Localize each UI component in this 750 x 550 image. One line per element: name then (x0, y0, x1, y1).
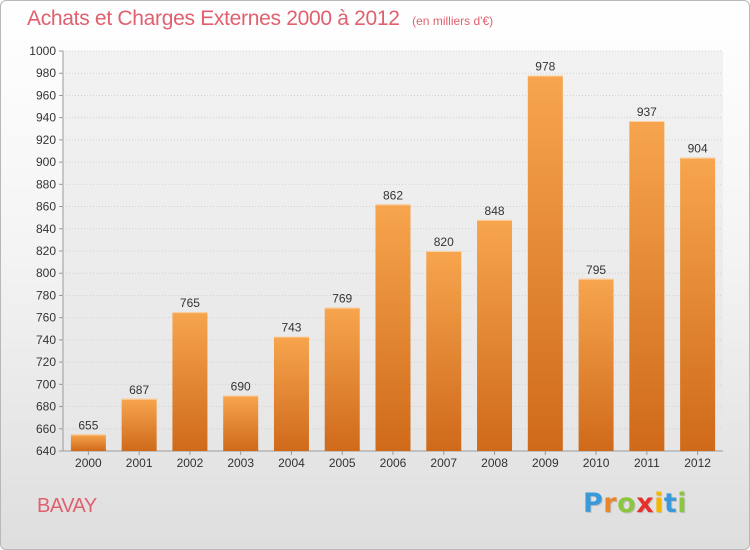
y-tick-label: 780 (36, 288, 56, 302)
y-tick-label: 880 (36, 177, 56, 191)
x-tick-label: 2011 (634, 456, 660, 470)
y-tick-label: 740 (36, 333, 56, 347)
title-row: Achats et Charges Externes 2000 à 2012 (… (27, 7, 493, 31)
bar (680, 157, 716, 451)
bar (121, 398, 157, 451)
y-tick-label: 800 (36, 266, 56, 280)
x-tick-label: 2009 (532, 456, 559, 470)
bar (70, 434, 106, 451)
proxiti-logo: Proxiti (583, 488, 687, 519)
bar (477, 219, 513, 451)
data-label: 687 (129, 383, 149, 397)
y-tick-label: 840 (36, 222, 56, 236)
logo-letter: t (663, 488, 678, 519)
chart-unit: (en milliers d'€) (412, 14, 494, 28)
data-label: 765 (180, 296, 200, 310)
data-label: 904 (688, 142, 708, 156)
y-tick-label: 820 (36, 244, 56, 258)
y-tick-label: 700 (36, 377, 56, 391)
bars: 655 687 765 690 743 769 862 820 848 978 795 937 904 (70, 59, 716, 451)
data-label: 862 (383, 188, 403, 202)
logo-letter: x (636, 488, 655, 519)
y-tick-label: 680 (36, 400, 56, 414)
logo-letter: P (583, 488, 604, 519)
x-tick-label: 2002 (177, 456, 204, 470)
y-axis: 640 660 680 700 720 740 760 780 800 820 840 860 880 9… (29, 44, 63, 458)
data-label: 937 (637, 105, 657, 119)
y-tick-label: 900 (36, 155, 56, 169)
y-tick-label: 860 (36, 200, 56, 214)
y-tick-label: 720 (36, 355, 56, 369)
x-tick-label: 2004 (278, 456, 305, 470)
x-tick-label: 2003 (227, 456, 254, 470)
bar (223, 395, 259, 451)
data-label: 769 (332, 292, 352, 306)
y-tick-label: 660 (36, 422, 56, 436)
data-label: 743 (281, 321, 301, 335)
bar (426, 251, 462, 451)
bar (172, 312, 208, 451)
logo-letter: o (617, 488, 637, 519)
x-tick-label: 2007 (430, 456, 457, 470)
data-label: 690 (231, 379, 251, 393)
x-tick-label: 2001 (126, 456, 153, 470)
x-tick-label: 2010 (583, 456, 610, 470)
y-tick-label: 940 (36, 111, 56, 125)
x-tick-label: 2012 (684, 456, 711, 470)
data-label: 795 (586, 263, 606, 277)
bar (629, 121, 665, 451)
x-tick-label: 2008 (481, 456, 508, 470)
logo-letter: i (677, 488, 688, 519)
x-tick-label: 2005 (329, 456, 356, 470)
bar (324, 307, 360, 451)
x-tick-label: 2000 (75, 456, 102, 470)
data-label: 978 (535, 59, 555, 73)
logo-letter: i (654, 488, 664, 519)
data-label: 848 (485, 204, 505, 218)
y-tick-label: 1000 (29, 44, 56, 58)
bar (375, 204, 411, 451)
x-axis: 2000 2001 2002 2003 2004 2005 2006 2007 2008 2009… (75, 451, 711, 470)
bar (527, 75, 563, 451)
y-tick-label: 920 (36, 133, 56, 147)
data-label: 820 (434, 235, 454, 249)
x-tick-label: 2006 (380, 456, 407, 470)
y-tick-label: 980 (36, 66, 56, 80)
chart-title: Achats et Charges Externes 2000 à 2012 (27, 7, 400, 30)
y-tick-label: 760 (36, 311, 56, 325)
logo-letter: r (603, 488, 618, 519)
y-tick-label: 960 (36, 88, 56, 102)
bar (273, 336, 309, 451)
bar (578, 278, 614, 451)
commune-name: BAVAY (37, 495, 97, 517)
data-label: 655 (78, 418, 98, 432)
y-tick-label: 640 (36, 444, 56, 458)
